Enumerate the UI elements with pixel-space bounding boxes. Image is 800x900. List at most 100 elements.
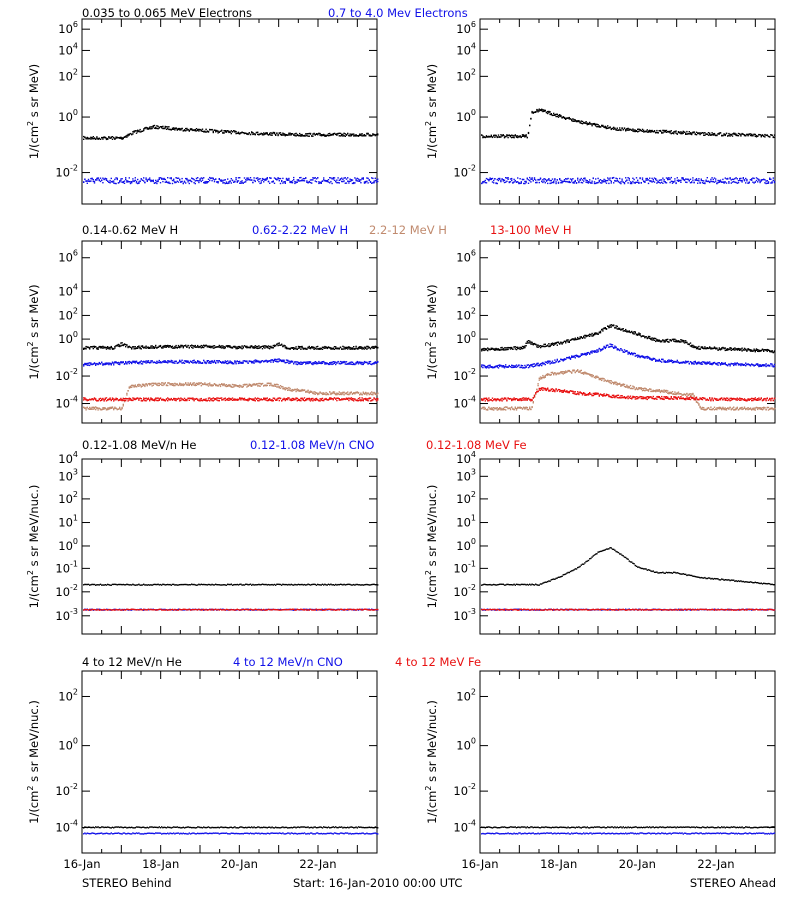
data-point xyxy=(295,390,297,393)
data-point xyxy=(345,182,348,184)
data-point xyxy=(153,361,156,364)
data-point xyxy=(305,391,307,393)
data-point xyxy=(186,127,188,130)
data-point xyxy=(254,397,256,399)
data-point xyxy=(344,361,346,363)
data-point xyxy=(217,361,219,364)
data-point xyxy=(354,134,356,136)
data-point xyxy=(266,178,268,180)
data-point xyxy=(583,180,585,182)
data-point xyxy=(487,347,489,349)
data-point xyxy=(677,179,680,181)
data-point xyxy=(177,397,180,399)
data-point xyxy=(347,393,349,396)
data-point xyxy=(692,132,694,134)
data-point xyxy=(764,179,766,181)
data-point xyxy=(375,346,378,348)
data-point xyxy=(299,362,301,364)
data-point xyxy=(182,362,184,364)
y-tick-label: 100 xyxy=(456,108,476,124)
data-point xyxy=(294,133,296,135)
data-point xyxy=(297,180,300,182)
data-point xyxy=(347,346,349,349)
data-point xyxy=(271,347,273,349)
data-point xyxy=(597,350,599,353)
data-point xyxy=(765,134,767,136)
data-point xyxy=(659,130,662,132)
data-point xyxy=(663,361,665,363)
data-point xyxy=(131,348,133,350)
data-point xyxy=(671,361,674,364)
data-point xyxy=(243,397,246,400)
data-point xyxy=(662,182,664,184)
data-point xyxy=(287,389,289,391)
data-point xyxy=(572,356,574,358)
data-point xyxy=(646,129,648,131)
data-point xyxy=(127,390,129,392)
data-point xyxy=(751,179,753,181)
data-point xyxy=(159,344,162,347)
data-point xyxy=(330,348,332,350)
data-point xyxy=(559,343,561,345)
data-point xyxy=(221,383,223,385)
data-point xyxy=(497,348,500,350)
data-point xyxy=(374,362,376,364)
data-point xyxy=(709,347,711,349)
data-point xyxy=(307,391,309,393)
data-point xyxy=(509,346,512,349)
data-point xyxy=(689,182,692,184)
data-point xyxy=(627,127,629,130)
data-series xyxy=(481,176,776,185)
data-point xyxy=(607,125,609,127)
data-point xyxy=(248,360,250,362)
data-point xyxy=(87,178,90,181)
data-point xyxy=(590,334,592,336)
data-point xyxy=(677,131,680,133)
data-point xyxy=(161,347,163,349)
data-point xyxy=(746,133,748,136)
data-point xyxy=(342,133,344,136)
data-point xyxy=(545,112,548,114)
data-point xyxy=(620,129,622,131)
data-point xyxy=(341,361,343,363)
data-point xyxy=(680,131,682,133)
data-point xyxy=(297,345,300,348)
data-point xyxy=(246,177,248,179)
data-point xyxy=(731,348,734,351)
data-point xyxy=(532,363,534,365)
data-point xyxy=(565,358,567,360)
data-point xyxy=(354,398,356,400)
data-point xyxy=(545,361,548,363)
data-point xyxy=(105,363,108,365)
data-point xyxy=(216,130,218,132)
data-point xyxy=(263,346,265,348)
data-point xyxy=(571,338,573,341)
data-point xyxy=(332,363,334,365)
data-point xyxy=(589,352,591,355)
data-point xyxy=(153,347,156,349)
data-point xyxy=(494,349,496,351)
data-point xyxy=(263,398,265,400)
data-point xyxy=(165,126,168,128)
data-point xyxy=(209,362,211,364)
data-point xyxy=(680,179,682,182)
data-point xyxy=(647,130,650,132)
data-point xyxy=(605,328,608,330)
data-point xyxy=(309,362,312,364)
data-point xyxy=(359,397,361,399)
data-point xyxy=(104,363,106,366)
data-point xyxy=(525,134,527,136)
data-point xyxy=(662,358,664,361)
data-point xyxy=(92,138,94,140)
data-point xyxy=(209,346,211,348)
data-point xyxy=(568,357,570,359)
data-point xyxy=(327,363,330,366)
data-point xyxy=(692,179,694,181)
data-point xyxy=(722,178,724,181)
data-point xyxy=(155,344,157,347)
data-point xyxy=(603,180,605,183)
data-point xyxy=(683,342,686,344)
data-point xyxy=(218,397,220,400)
data-point xyxy=(665,361,668,363)
data-point xyxy=(283,181,285,183)
